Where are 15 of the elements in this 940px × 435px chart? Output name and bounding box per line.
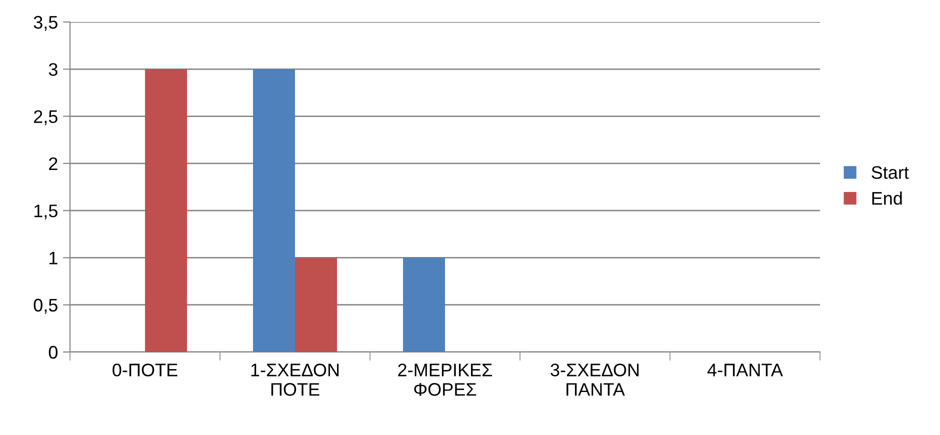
x-tick-label: 0-ΠΟΤΕ [112,364,178,376]
y-tick-label: 3,5 [34,16,58,31]
x-tick-label: 2-ΜΕΡΙΚΕΣ ΦΟΡΕΣ [398,364,492,396]
x-tick-label: 1-ΣΧΕΔΟΝ ΠΟΤΕ [251,364,339,396]
x-tick-label: 3-ΣΧΕΔΟΝ ΠΑΝΤΑ [550,364,639,396]
y-tick-label: 1,5 [34,204,58,220]
y-tick-label: 2,5 [34,110,58,126]
legend-label: End [872,192,902,205]
y-tick-label: 0,5 [34,298,58,314]
x-tick-label: 4-ΠΑΝΤΑ [707,364,783,376]
legend-label: Start [872,166,909,179]
y-tick-label: 2 [49,157,58,170]
y-tick-label: 3 [48,63,58,76]
y-tick-label: 1 [50,252,58,264]
y-tick-label: 0 [48,346,58,359]
